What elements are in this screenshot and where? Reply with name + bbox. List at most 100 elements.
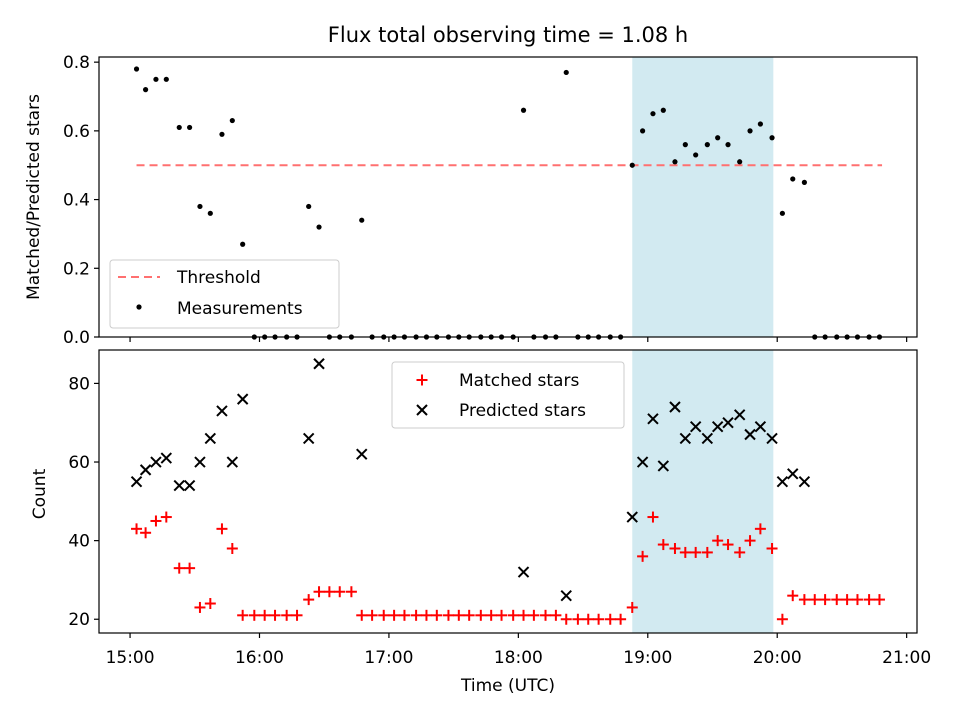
bottom-plot-frame: [98, 349, 918, 634]
cross-stroke: [130, 475, 143, 488]
legend-measurements-label: Measurements: [177, 299, 303, 319]
matched-star-point: [323, 586, 335, 598]
matched-star-point: [334, 586, 346, 598]
measurement-point: [520, 107, 527, 113]
measurement-point: [672, 159, 678, 165]
matched-star-point: [734, 546, 746, 558]
cross-stroke: [636, 456, 649, 468]
matched-star-point: [366, 609, 378, 621]
matched-star-point: [766, 542, 778, 554]
predicted-star-point: [313, 358, 325, 370]
matched-star-point: [173, 562, 185, 574]
matched-star-point: [863, 594, 875, 606]
matched-star-point: [841, 594, 853, 606]
measurement-point: [704, 142, 710, 148]
predicted-star-point: [689, 420, 702, 433]
bottom-panel: 15:00 16:00 17:00 18:00 19:00 20:00 21:00 20 40 6…: [30, 349, 931, 696]
predicted-star-point: [160, 452, 173, 464]
cross-stroke: [194, 456, 206, 468]
measurement-point: [629, 162, 635, 168]
legend-matched-label: Matched stars: [459, 371, 579, 391]
matched-star-point: [507, 609, 519, 621]
matched-star-point: [679, 546, 691, 558]
matched-star-point: [615, 613, 627, 625]
cross-stroke: [679, 432, 692, 445]
predicted-star-point: [657, 460, 670, 472]
measurement-point: [153, 76, 159, 82]
y-tick-label: 0.6: [63, 122, 90, 142]
cross-stroke: [733, 409, 746, 421]
matched-star-point: [560, 613, 572, 625]
matched-star-point: [657, 539, 669, 551]
y-tick-label: 0.0: [63, 328, 90, 348]
cross-stroke: [657, 460, 670, 472]
measurement-point: [133, 66, 140, 72]
cross-stroke: [776, 475, 789, 488]
measurement-point: [693, 152, 699, 158]
measurement-point: [660, 107, 666, 113]
matched-star-point: [378, 609, 390, 621]
cross-stroke: [313, 358, 325, 370]
matched-star-point: [787, 590, 799, 602]
matched-star-point: [356, 609, 368, 621]
matched-star-point: [776, 613, 788, 625]
predicted-star-point: [173, 479, 185, 492]
predicted-star-point: [204, 432, 217, 445]
cross-stroke: [766, 432, 778, 445]
y-tick-label: 40: [68, 532, 90, 552]
cross-stroke: [744, 428, 756, 441]
matched-star-point: [637, 550, 649, 562]
matched-star-point: [604, 613, 616, 625]
cross-stroke: [226, 456, 239, 468]
matched-star-point: [851, 594, 863, 606]
top-y-axis-label: Matched/Predicted stars: [24, 94, 44, 300]
predicted-star-point: [517, 566, 530, 578]
x-tick-label: 19:00: [623, 648, 672, 668]
matched-star-point: [453, 609, 465, 621]
measurement-point: [240, 241, 246, 247]
predicted-star-point: [744, 428, 756, 441]
legend-predicted-label: Predicted stars: [459, 401, 586, 421]
predicted-star-point: [776, 475, 789, 488]
cross-stroke: [798, 475, 811, 488]
predicted-star-point: [733, 409, 746, 421]
chart-title: Flux total observing time = 1.08 h: [328, 23, 688, 47]
legend-measurements-swatch: [136, 304, 142, 310]
measurement-point: [801, 179, 807, 185]
matched-star-point: [140, 527, 152, 539]
measurement-point: [747, 128, 753, 134]
matched-star-point: [269, 609, 281, 621]
predicted-star-point: [183, 479, 196, 492]
matched-star-point: [485, 609, 497, 621]
x-tick-label: 21:00: [882, 648, 931, 668]
cross-stroke: [722, 417, 734, 429]
measurement-point: [207, 210, 213, 216]
cross-stroke: [626, 511, 638, 523]
cross-stroke: [236, 393, 249, 405]
matched-star-point: [237, 609, 249, 621]
y-tick-label: 20: [68, 610, 90, 630]
observing-span: [632, 57, 774, 337]
measurement-point: [219, 131, 225, 137]
matched-star-point: [712, 535, 724, 547]
predicted-star-point: [636, 456, 649, 468]
y-tick-label: 0.4: [63, 191, 90, 211]
measurement-point: [790, 176, 796, 182]
matched-star-point: [540, 609, 552, 621]
matched-star-point: [442, 609, 454, 621]
matched-star-point: [572, 613, 584, 625]
top-legend-box: [109, 259, 340, 329]
predicted-star-point: [798, 475, 811, 488]
matched-star-point: [160, 511, 172, 523]
bottom-legend: Matched stars Predicted stars: [391, 361, 625, 429]
cross-stroke: [701, 432, 714, 445]
cross-stroke: [517, 566, 530, 578]
measurement-point: [650, 111, 656, 117]
measurement-point: [757, 121, 763, 127]
matched-star-point: [281, 609, 293, 621]
measurement-point: [563, 69, 569, 76]
measurement-point: [197, 203, 203, 210]
matched-star-point: [798, 594, 810, 606]
predicted-star-point: [150, 456, 162, 468]
predicted-star-point: [647, 413, 659, 425]
